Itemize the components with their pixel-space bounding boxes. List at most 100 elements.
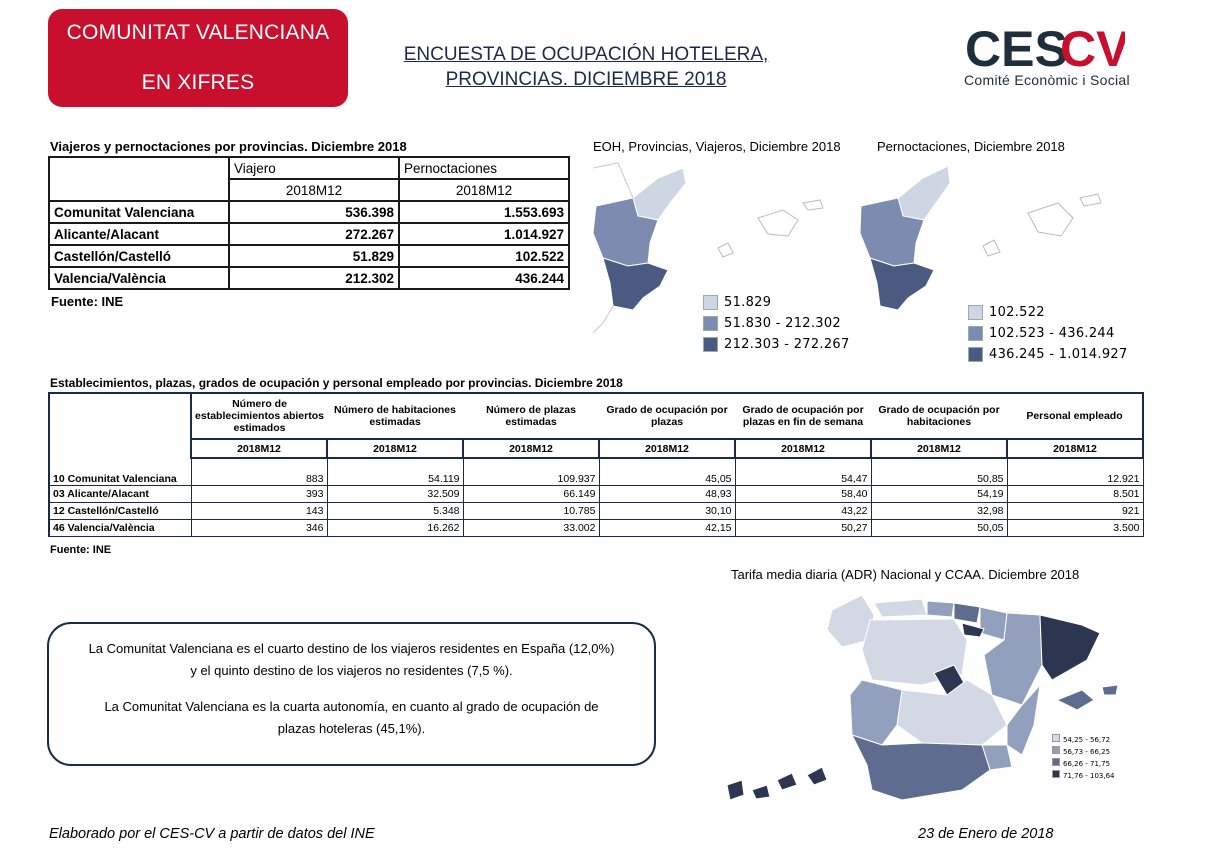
row-label: 10 Comunitat Valenciana (48, 458, 191, 486)
map-pernoctaciones (859, 165, 1102, 311)
table-cell: 10.785 (462, 502, 599, 520)
cell-viajeros: 536.398 (228, 200, 400, 224)
legend-label: 102.522 (989, 305, 1045, 320)
region-cataluna (1039, 614, 1101, 681)
legend-swatch (968, 347, 983, 362)
table1-title: Viajeros y pernoctaciones por provincias… (50, 139, 407, 154)
period-header: 2018M12 (734, 438, 871, 459)
table1-source: Fuente: INE (51, 294, 124, 309)
table-cell: 54.119 (326, 458, 463, 486)
legend-label: 66,26 - 71,75 (1063, 760, 1111, 768)
island-menorca (1079, 193, 1102, 207)
table2-source: Fuente: INE (50, 544, 112, 556)
cescv-logo: CES CV (965, 21, 1125, 77)
table-row: 10 Comunitat Valenciana 883 54.119 109.9… (48, 458, 1144, 486)
legend-swatch (703, 316, 718, 331)
table-cell: 5.348 (326, 502, 463, 520)
table-cell: 346 (190, 519, 327, 537)
table-cell: 921 (1006, 502, 1144, 520)
map-viajeros-legend: 51.829 51.830 - 212.302 212.303 - 272.26… (703, 292, 850, 355)
viajeros-table: Viajero Pernoctaciones 2018M12 2018M12 C… (48, 156, 570, 290)
table-row: 46 Valencia/València 346 16.262 33.002 4… (48, 519, 1144, 537)
col-header: Grado de ocupación por habitaciones (871, 392, 1007, 439)
legend-item: 54,25 - 56,72 (1052, 734, 1115, 746)
col-header: Grado de ocupación por plazas (599, 392, 735, 439)
map-viajeros-title: EOH, Provincias, Viajeros, Diciembre 201… (593, 139, 841, 154)
legend-swatch (1052, 746, 1060, 754)
legend-item: 102.522 (968, 302, 1128, 323)
table-row: Castellón/Castelló 51.829 102.522 (48, 244, 570, 268)
table-cell: 32,98 (870, 502, 1007, 520)
cell-pernoctaciones: 1.553.693 (398, 200, 570, 224)
period-spacer (48, 439, 191, 458)
table-row: Alicante/Alacant 272.267 1.014.927 (48, 222, 570, 246)
province-valencia (859, 197, 925, 267)
region-canarias (726, 766, 828, 801)
footer-date: 23 de Enero de 2018 (918, 826, 1054, 842)
legend-swatch (968, 326, 983, 341)
legend-item: 212.303 - 272.267 (703, 334, 850, 355)
legend-label: 102.523 - 436.244 (989, 326, 1115, 341)
row-label: 46 Valencia/València (48, 519, 191, 537)
table-row: 12 Castellón/Castelló 143 5.348 10.785 3… (48, 502, 1144, 520)
cell-viajeros: 272.267 (228, 222, 400, 246)
table-cell: 30,10 (598, 502, 735, 520)
table-cell: 109.937 (462, 458, 599, 486)
logo-text-ces: CES (965, 21, 1068, 77)
row-label: Valencia/València (48, 266, 230, 290)
table-row: 03 Alicante/Alacant 393 32.509 66.149 48… (48, 485, 1144, 503)
region-comunitat-valenciana (1006, 683, 1041, 756)
province-alicante (869, 257, 935, 311)
legend-item: 436.245 - 1.014.927 (968, 344, 1128, 365)
logo-text-cv: CV (1060, 21, 1125, 77)
province-valencia (592, 197, 659, 267)
table-cell: 42,15 (598, 519, 735, 537)
cell-viajeros: 212.302 (228, 266, 400, 290)
table-cell: 43,22 (734, 502, 871, 520)
table-cell: 33.002 (462, 519, 599, 537)
legend-label: 436.245 - 1.014.927 (989, 347, 1128, 362)
summary-note: La Comunitat Valenciana es el cuarto des… (47, 622, 656, 766)
badge-line2: EN XIFRES (141, 71, 255, 94)
col-header-viajeros: Viajero (228, 156, 400, 180)
row-label: 12 Castellón/Castelló (48, 502, 191, 520)
table2-corner (48, 392, 191, 439)
col-header: Número de plazas estimadas (463, 392, 599, 439)
badge-line1: COMUNITAT VALENCIANA (66, 21, 330, 44)
spain-map-legend: 54,25 - 56,72 56,73 - 66,25 66,26 - 71,7… (1052, 734, 1115, 782)
map-pernoctaciones-title: Pernoctaciones, Diciembre 2018 (877, 139, 1065, 154)
island-ibiza (982, 239, 1001, 257)
spain-map-title: Tarifa media diaria (ADR) Nacional y CCA… (731, 567, 1080, 582)
table-cell: 32.509 (326, 485, 463, 503)
region-cantabria (926, 600, 955, 618)
coast-outline (592, 162, 634, 334)
table-cell: 58,40 (734, 485, 871, 503)
region-andalucia (851, 734, 991, 801)
note-line: y el quinto destino de los viajeros no r… (190, 663, 513, 678)
table-cell: 8.501 (1006, 485, 1144, 503)
col-header: Personal empleado (1007, 392, 1144, 439)
table-cell: 50,27 (734, 519, 871, 537)
row-label: Castellón/Castelló (48, 244, 230, 268)
legend-swatch (1052, 734, 1060, 742)
note-line: La Comunitat Valenciana es el cuarto des… (88, 641, 615, 656)
region-baleares-menorca (1101, 684, 1119, 696)
note-paragraph: La Comunitat Valenciana es el cuarto des… (49, 638, 654, 682)
legend-label: 51.830 - 212.302 (724, 316, 842, 331)
legend-swatch (1052, 770, 1060, 778)
table-cell: 54,47 (734, 458, 871, 486)
header-badge: COMUNITAT VALENCIANA EN XIFRES (48, 9, 348, 107)
cell-viajeros: 51.829 (228, 244, 400, 268)
footer-credit: Elaborado por el CES-CV a partir de dato… (49, 826, 375, 842)
period-header: 2018M12 (598, 438, 735, 459)
province-castellon (897, 165, 951, 221)
table-cell: 66.149 (462, 485, 599, 503)
table-cell: 50,85 (870, 458, 1007, 486)
cell-pernoctaciones: 1.014.927 (398, 222, 570, 246)
establecimientos-table: Número de establecimientos abiertos esti… (48, 392, 1144, 537)
table-cell: 143 (190, 502, 327, 520)
table-cell: 48,93 (598, 485, 735, 503)
table-cell: 16.262 (326, 519, 463, 537)
row-label: Comunitat Valenciana (48, 200, 230, 224)
period-header: 2018M12 (870, 438, 1007, 459)
